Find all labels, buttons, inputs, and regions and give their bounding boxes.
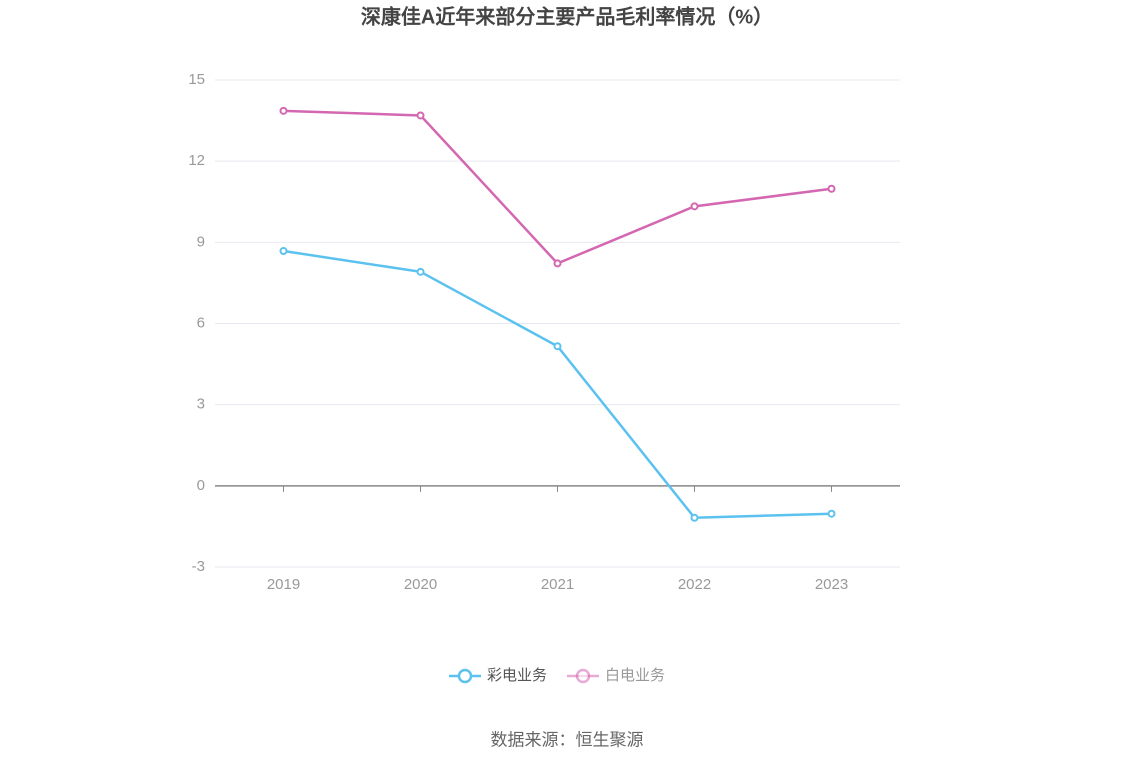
y-tick-label: 15	[188, 71, 205, 88]
y-tick-label: 9	[197, 233, 205, 250]
series-line	[283, 109, 832, 265]
data-point	[279, 106, 288, 115]
data-point	[553, 342, 562, 351]
x-tick-label: 2019	[267, 576, 300, 593]
legend-label: 白电业务	[605, 667, 665, 684]
data-point	[416, 267, 425, 276]
data-point	[690, 202, 699, 211]
data-point	[553, 259, 562, 268]
source-note: 数据来源：恒生聚源	[491, 730, 644, 749]
series-line	[283, 249, 832, 520]
y-tick-label: 0	[197, 477, 205, 494]
data-point	[279, 246, 288, 255]
y-tick-label: 6	[197, 314, 205, 331]
chart-title: 深康佳A近年来部分主要产品毛利率情况（%）	[361, 4, 773, 28]
data-point	[690, 513, 699, 522]
x-tick-label: 2022	[678, 576, 711, 593]
data-point	[827, 184, 836, 193]
y-tick-label: -3	[192, 558, 205, 575]
legend-marker	[457, 668, 473, 684]
data-point	[827, 509, 836, 518]
x-tick-label: 2023	[815, 576, 848, 593]
legend-marker	[575, 668, 591, 684]
data-point	[416, 111, 425, 120]
legend-label: 彩电业务	[487, 667, 547, 684]
y-tick-label: 12	[188, 152, 205, 169]
x-tick-label: 2021	[541, 576, 574, 593]
x-tick-label: 2020	[404, 576, 437, 593]
y-tick-label: 3	[197, 396, 205, 413]
